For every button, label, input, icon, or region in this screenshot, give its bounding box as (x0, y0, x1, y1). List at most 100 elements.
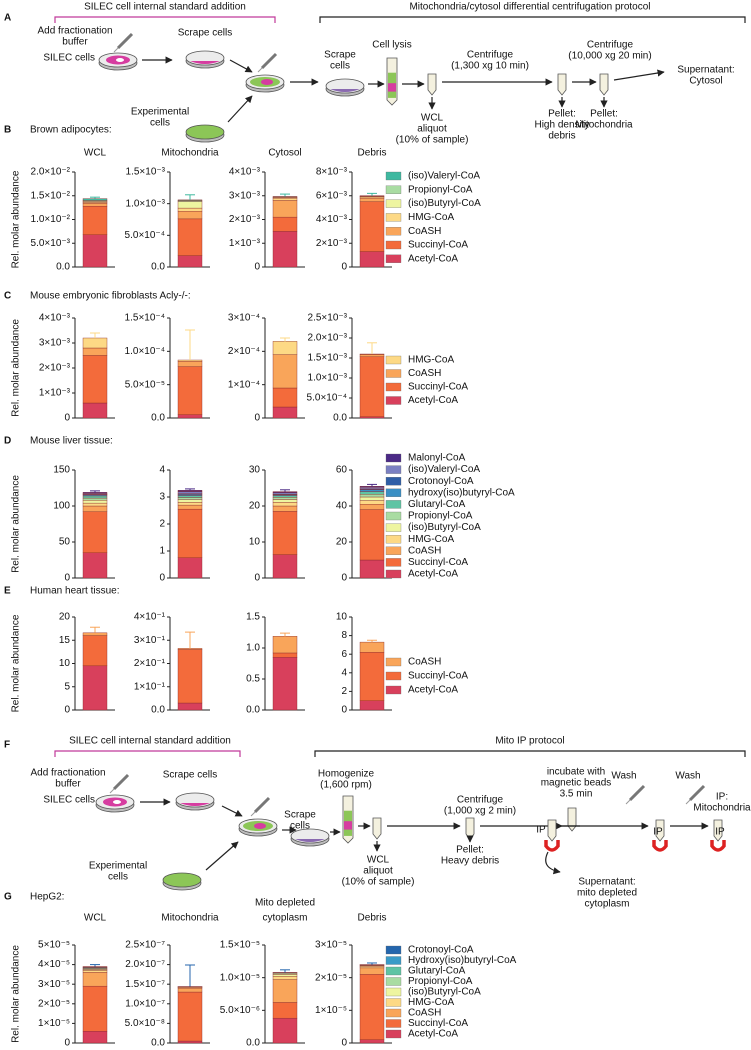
bar-segment (82, 502, 108, 507)
diagram-label: cytoplasm (584, 899, 629, 910)
pipette (253, 796, 271, 814)
bar-segment (359, 500, 385, 505)
y-tick-label: 0 (254, 413, 260, 424)
legend-swatch (385, 1019, 402, 1028)
legend-swatch (385, 171, 402, 181)
legend-label: Crotonoyl-CoA (408, 945, 474, 956)
y-tick-label: 0.0 (151, 1038, 165, 1049)
y-tick-label: 2.0×10⁻² (31, 167, 71, 178)
legend-swatch (385, 254, 402, 263)
chart-title: Cytosol (268, 148, 301, 159)
y-tick-label: 10 (59, 658, 71, 669)
diagram-label: 3.5 min (560, 789, 593, 800)
bar-segment (177, 702, 203, 711)
legend-swatch (385, 1029, 402, 1039)
legend-swatch (385, 987, 402, 997)
bar-segment (359, 652, 385, 701)
bar-segment (177, 649, 203, 704)
tube (547, 819, 557, 842)
diagram-label: Pellet: (590, 109, 618, 120)
legend-swatch (385, 966, 402, 976)
cells (190, 61, 220, 64)
diagram-label: cells (150, 118, 170, 129)
y-tick-label: 6×10⁻³ (316, 190, 348, 201)
diagram-label: debris (548, 131, 575, 142)
legend-swatch (385, 240, 402, 250)
chart-title: Mitochondria (161, 913, 219, 924)
y-axis-label: Rel. molar abundance (11, 614, 22, 712)
y-tick-label: 0.0 (151, 262, 165, 273)
bar-segment (177, 504, 203, 510)
y-tick-label: 60 (336, 465, 348, 476)
y-tick-label: 1.0 (246, 643, 260, 654)
legend-label: Malonyl-CoA (408, 453, 466, 464)
diagram-label: Experimental (131, 107, 189, 118)
panel-letter: G (4, 892, 12, 903)
chart-title: cytoplasm (262, 913, 307, 924)
magnet (652, 840, 668, 852)
y-tick-label: 0 (254, 573, 260, 584)
y-tick-label: 0 (64, 1038, 70, 1049)
diagram-label: IP: (716, 792, 728, 803)
legend-label: Succinyl-CoA (408, 382, 468, 393)
tube (372, 817, 382, 840)
bar-segment (177, 508, 203, 558)
y-tick-label: 1.5×10⁻⁷ (125, 979, 165, 990)
bar-segment (177, 211, 203, 220)
y-tick-label: 1×10⁻⁴ (228, 379, 260, 390)
y-tick-label: 3 (159, 492, 165, 503)
bar-segment (272, 657, 298, 711)
y-tick-label: 2×10⁻⁵ (315, 972, 347, 983)
bar-segment (359, 967, 385, 975)
bar-segment (82, 205, 108, 235)
y-tick-label: 8 (341, 630, 347, 641)
y-tick-label: 2 (341, 686, 347, 697)
diagram-label: SILEC cells (43, 53, 95, 64)
bar-segment (272, 406, 298, 419)
pipette (116, 32, 134, 50)
bar-segment (359, 251, 385, 268)
arrow (205, 841, 239, 871)
y-tick-label: 0 (341, 1038, 347, 1049)
diagram-label: Cell lysis (372, 40, 411, 51)
bar-segment (272, 341, 298, 355)
legend-label: Acetyl-CoA (408, 685, 458, 696)
legend-swatch (385, 511, 402, 521)
bar-segment (359, 966, 385, 969)
legend-swatch (385, 657, 402, 667)
y-tick-label: 150 (53, 465, 70, 476)
bar-segment (359, 504, 385, 510)
bar-segment (82, 511, 108, 554)
bar-segment (177, 497, 203, 500)
legend-label: CoASH (408, 368, 441, 379)
bar-segment (177, 207, 203, 212)
y-tick-label: 0 (64, 573, 70, 584)
bar-segment (177, 499, 203, 503)
pipette (112, 773, 130, 791)
diagram-label: (10,000 xg 20 min) (568, 51, 651, 62)
bar-segment (272, 502, 298, 507)
legend-swatch (385, 558, 402, 567)
y-tick-label: 4×10⁻³ (229, 167, 261, 178)
bar-segment (272, 216, 298, 232)
y-tick-label: 2.5×10⁻⁷ (125, 940, 165, 951)
diagram-label: Cytosol (689, 76, 722, 87)
arrow (613, 69, 665, 81)
legend-swatch (385, 369, 402, 378)
y-tick-label: 4 (341, 667, 347, 678)
y-tick-label: 4 (159, 465, 165, 476)
bar-segment (82, 402, 108, 419)
y-tick-label: 2.5×10⁻³ (308, 313, 348, 324)
bar-segment (272, 499, 298, 503)
legend-label: Hydroxy(iso)butyryl-CoA (408, 955, 517, 966)
legend-swatch (385, 213, 402, 222)
dish (162, 872, 202, 888)
legend-swatch (385, 523, 402, 532)
y-tick-label: 1.0×10⁻³ (126, 198, 166, 209)
pipette-tip (257, 67, 263, 73)
y-tick-label: 15 (59, 635, 71, 646)
bar-segment (82, 635, 108, 667)
bar-segment (359, 496, 385, 501)
y-tick-label: 1.0×10⁻³ (308, 373, 348, 384)
bar-segment (359, 1039, 385, 1044)
